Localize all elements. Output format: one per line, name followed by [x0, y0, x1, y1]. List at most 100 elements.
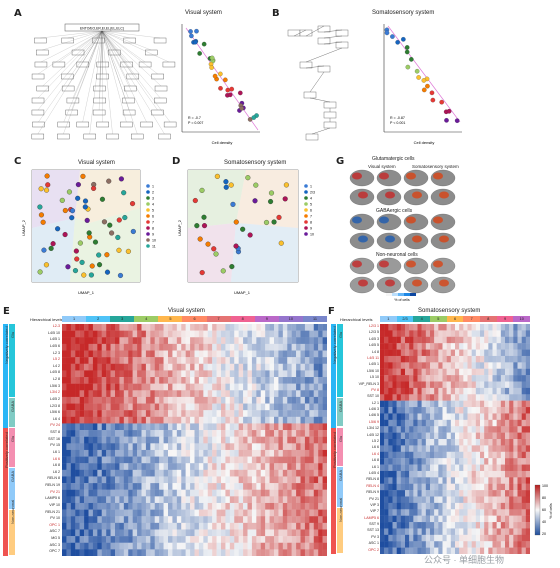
- heatmap-cell: [505, 413, 510, 421]
- heatmap-cell: [405, 509, 410, 516]
- heatmap-cell: [66, 330, 72, 338]
- umap-point: [205, 241, 211, 247]
- heatmap-cell: [322, 509, 327, 517]
- heatmap-cell: [190, 324, 195, 331]
- heatmap-cell: [475, 541, 481, 548]
- heatmap-cell: [256, 403, 261, 411]
- heatmap-cell: [459, 496, 464, 504]
- subgroup-bar: [337, 324, 343, 397]
- heatmap-cell: [417, 470, 422, 478]
- heatmap-cell: [225, 390, 231, 398]
- heatmap-cell: [176, 430, 182, 437]
- heatmap-cell: [141, 449, 147, 457]
- heatmap-cell: [163, 330, 169, 338]
- heatmap-cell: [154, 390, 160, 398]
- heatmap-cell: [517, 496, 522, 504]
- heatmap-cell: [247, 456, 253, 464]
- heatmap-cell: [97, 363, 102, 371]
- heatmap-cell: [225, 476, 231, 484]
- heatmap-cell: [388, 336, 393, 344]
- heatmap-cell: [145, 390, 151, 398]
- heatmap-cell: [84, 363, 89, 371]
- heatmap-cell: [225, 403, 231, 411]
- brain-hotspot: [352, 260, 362, 268]
- heatmap-cell: [251, 469, 257, 477]
- heatmap-cell: [309, 337, 314, 345]
- heatmap-cell: [234, 536, 239, 543]
- subgroup-bar: [9, 324, 15, 398]
- heatmap-cell: [413, 477, 418, 484]
- heatmap-cell: [463, 547, 468, 554]
- heatmap-cell: [446, 515, 452, 523]
- heatmap-cell: [221, 449, 226, 457]
- heatmap-cell: [265, 529, 270, 537]
- umap-point: [75, 195, 81, 201]
- heatmap-cell: [471, 515, 477, 523]
- hierarchy-edge: [101, 30, 131, 87]
- heatmap-cell: [430, 336, 435, 344]
- heatmap-cell: [238, 476, 244, 484]
- heatmap-cell: [318, 430, 323, 437]
- heatmap-cell: [396, 362, 402, 369]
- heatmap-cell: [467, 330, 472, 337]
- heatmap-cell: [97, 403, 102, 411]
- heatmap-cell: [212, 469, 217, 477]
- hierarchy-edge: [101, 30, 103, 123]
- heatmap-cell: [438, 522, 443, 529]
- heatmap-cell: [251, 509, 257, 517]
- heatmap-cell: [212, 370, 217, 378]
- heatmap-cell: [92, 403, 98, 411]
- heatmap-cell: [278, 324, 284, 331]
- heatmap-cell: [304, 343, 310, 351]
- hierarchy-edge: [101, 30, 171, 123]
- brain-hotspot: [358, 235, 368, 243]
- heatmap-cell: [309, 423, 314, 431]
- heatmap-cell: [525, 355, 530, 363]
- heatmap-cell: [79, 502, 85, 510]
- heatmap-cell: [322, 410, 327, 417]
- heatmap-cell: [62, 383, 67, 391]
- heatmap-cell: [79, 357, 85, 364]
- heatmap-cell: [194, 430, 200, 437]
- scatter-point: [227, 92, 233, 98]
- heatmap-cell: [154, 350, 160, 358]
- heatmap-cell: [238, 542, 244, 550]
- heatmap-cell: [446, 528, 452, 536]
- heatmap-cell: [137, 423, 142, 431]
- heatmap-cell: [287, 536, 292, 543]
- hierarchy-edge: [67, 30, 103, 39]
- heatmap-cell: [304, 449, 310, 457]
- heatmap-cell: [203, 443, 208, 451]
- heatmap-cell: [434, 522, 439, 529]
- heatmap-cell: [322, 403, 327, 411]
- heatmap-cell: [471, 547, 477, 554]
- heatmap-cell: [168, 357, 173, 364]
- heatmap-cell: [322, 542, 327, 550]
- hierarchy-node: [65, 109, 78, 116]
- heatmap-cell: [212, 377, 217, 384]
- heatmap-cell: [313, 449, 319, 457]
- panel-d-xlabel: UMAP_1: [234, 290, 251, 295]
- heatmap-cell: [505, 336, 510, 344]
- heatmap-cell: [150, 436, 155, 444]
- heatmap-cell: [446, 375, 452, 382]
- heatmap-cell: [207, 509, 213, 517]
- umap-point: [271, 219, 277, 225]
- legend-swatch: [304, 208, 308, 212]
- heatmap-cell: [287, 423, 292, 431]
- legend-label: 6: [152, 215, 154, 219]
- heatmap-cell: [400, 464, 406, 472]
- heatmap-cell: [380, 509, 385, 516]
- heatmap-cell: [159, 330, 164, 338]
- brain-hotspot: [352, 216, 362, 224]
- heatmap-cell: [318, 436, 323, 444]
- heatmap-cell: [291, 396, 297, 404]
- heatmap-cell: [291, 469, 297, 477]
- heatmap-cell: [119, 469, 125, 477]
- heatmap-cell: [172, 423, 178, 431]
- heatmap-cell: [243, 324, 248, 331]
- heatmap-cell: [70, 516, 76, 524]
- heatmap-cell: [409, 407, 414, 414]
- heatmap-cell: [128, 330, 133, 338]
- heatmap-cell: [132, 363, 138, 371]
